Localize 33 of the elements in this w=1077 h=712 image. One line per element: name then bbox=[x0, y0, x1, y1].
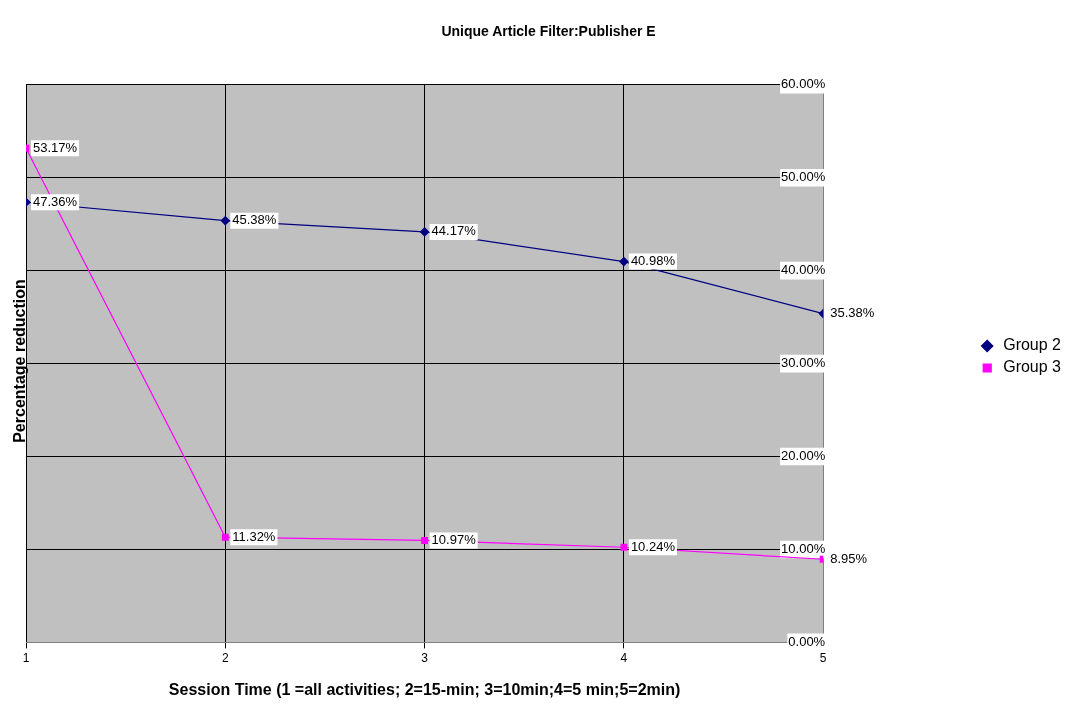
x-tick-label: 1 bbox=[22, 650, 30, 665]
point bbox=[419, 227, 430, 237]
point bbox=[620, 543, 628, 551]
x-tick-label: 2 bbox=[221, 650, 229, 665]
point bbox=[421, 537, 429, 544]
data-label: 8.95% bbox=[830, 550, 868, 566]
y-tick-label: 10.00% bbox=[781, 541, 826, 557]
y-axis-title: Percentage reduction bbox=[11, 279, 29, 443]
data-label: 11.32% bbox=[232, 528, 276, 544]
x-tick-label: 3 bbox=[421, 650, 429, 665]
data-label: 53.17% bbox=[33, 139, 78, 155]
y-tick-label: 60.00% bbox=[781, 76, 826, 92]
point bbox=[619, 256, 629, 267]
data-label: 40.98% bbox=[630, 253, 676, 269]
y-tick-label: 50.00% bbox=[781, 169, 826, 185]
x-tick-label: 4 bbox=[620, 650, 628, 665]
point bbox=[221, 533, 229, 541]
y-tick-label: 20.00% bbox=[781, 448, 826, 464]
data-label: 35.38% bbox=[830, 305, 875, 321]
y-tick-label: 30.00% bbox=[781, 355, 826, 371]
x-tick-label: 5 bbox=[819, 650, 827, 665]
data-label: 44.17% bbox=[431, 223, 477, 239]
data-label: 47.36% bbox=[33, 193, 78, 209]
point bbox=[220, 216, 230, 226]
y-tick-label: 0.00% bbox=[788, 633, 826, 649]
data-label: 10.24% bbox=[630, 538, 676, 554]
y-tick-label: 40.00% bbox=[781, 262, 826, 278]
data-label: 45.38% bbox=[232, 212, 277, 228]
legend-label: Group 2 bbox=[1003, 336, 1062, 354]
legend-label: Group 3 bbox=[1003, 358, 1062, 376]
x-axis-title: Session Time (1 =all activities; 2=15-min; 3=10min;4=5 min;5=2min) bbox=[168, 680, 681, 698]
chart-title: Unique Article Filter:Publisher E bbox=[441, 23, 656, 40]
data-label: 10.97% bbox=[431, 532, 477, 548]
